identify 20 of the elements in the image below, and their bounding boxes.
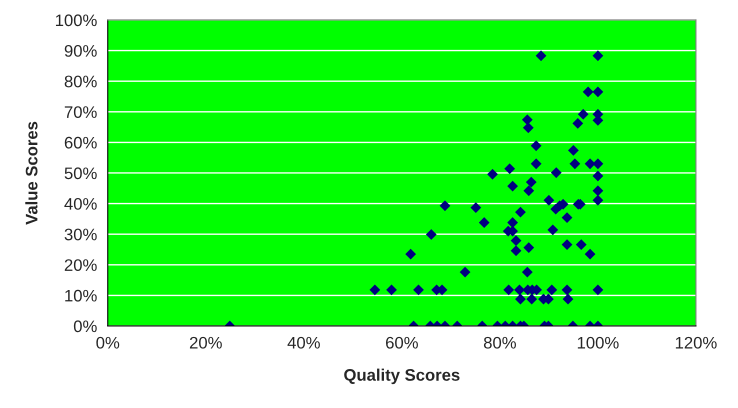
y-tick-label: 40% [64, 198, 97, 210]
y-tick-label: 90% [64, 44, 97, 57]
x-tick-label: 40% [288, 336, 320, 349]
x-tick-label: 100% [578, 336, 619, 349]
y-tick-label: 30% [64, 228, 97, 240]
x-tick-label: 120% [676, 336, 717, 349]
y-tick-label: 10% [65, 290, 97, 302]
x-tick-label: 20% [190, 336, 222, 349]
x-tick-label: 0% [96, 336, 120, 349]
y-tick-label: 80% [64, 76, 97, 88]
y-tick-label: 70% [64, 106, 97, 118]
y-tick-label: 100% [56, 14, 97, 26]
x-tick-label: 80% [484, 336, 516, 349]
y-tick-label: 60% [64, 136, 97, 149]
x-tick-label: 60% [386, 336, 418, 349]
x-axis-title: Quality Scores [344, 368, 460, 384]
y-tick-label: 20% [64, 259, 97, 271]
y-tick-label: 0% [74, 320, 97, 332]
y-tick-label: 50% [64, 167, 97, 180]
y-axis-title: Value Scores [25, 122, 38, 225]
